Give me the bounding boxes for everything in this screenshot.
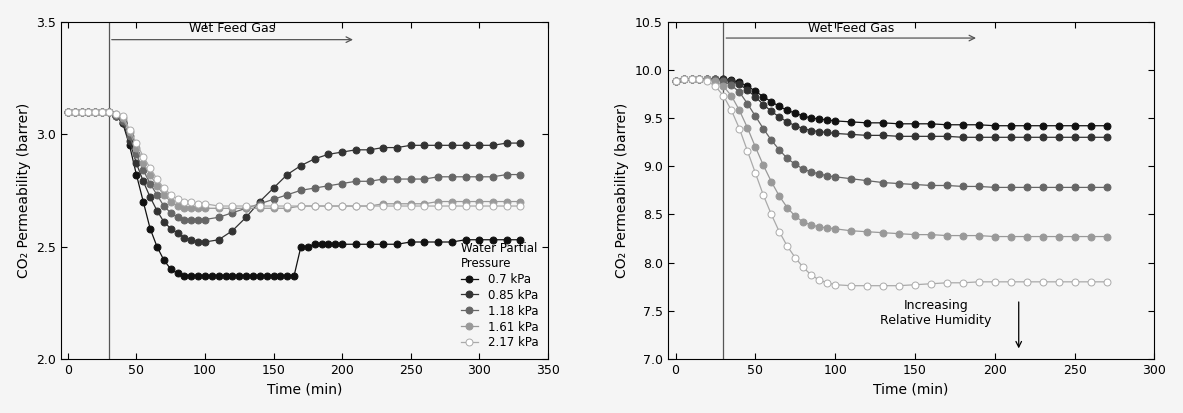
X-axis label: Time (min): Time (min) (266, 382, 342, 396)
Text: Wet Feed Gas: Wet Feed Gas (808, 22, 894, 35)
Legend: 0.7 kPa, 0.85 kPa, 1.18 kPa, 1.61 kPa, 2.17 kPa: 0.7 kPa, 0.85 kPa, 1.18 kPa, 1.61 kPa, 2… (457, 238, 542, 353)
X-axis label: Time (min): Time (min) (873, 382, 949, 396)
Text: Increasing
Relative Humidity: Increasing Relative Humidity (880, 299, 991, 327)
Y-axis label: CO₂ Permeability (barrer): CO₂ Permeability (barrer) (17, 103, 31, 278)
Y-axis label: CO₂ Permeability (barrer): CO₂ Permeability (barrer) (615, 103, 629, 278)
Text: Wet Feed Gas: Wet Feed Gas (189, 22, 276, 35)
